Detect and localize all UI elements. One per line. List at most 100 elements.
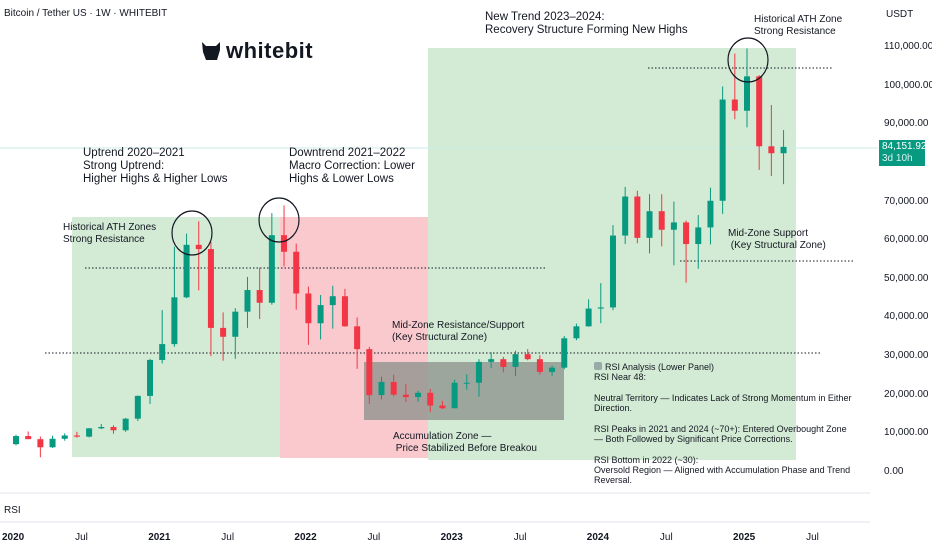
y-tick-label: 90,000.00 xyxy=(884,118,929,130)
rsi-analysis-note: RSI Analysis (Lower Panel) RSI Near 48: … xyxy=(594,362,864,486)
chart-title: Bitcoin / Tether US · 1W · WHITEBIT xyxy=(4,8,168,19)
last-price: 84,151.92 xyxy=(882,141,927,152)
candle-body xyxy=(305,293,312,324)
last-price-badge: 84,151.92 3d 10h xyxy=(879,140,927,166)
candle-body xyxy=(780,146,787,154)
candle-body xyxy=(597,307,604,309)
ath-circle-2 xyxy=(727,37,769,83)
candle-body xyxy=(147,359,154,396)
ath-circle-1 xyxy=(258,197,300,243)
candle-body xyxy=(573,326,580,339)
candle-body xyxy=(122,418,129,431)
candle-body xyxy=(744,76,750,111)
annotation-rsi-body: RSI Near 48: Neutral Territory — Indicat… xyxy=(594,372,852,486)
candle-body xyxy=(86,428,93,437)
candle-body xyxy=(561,338,568,368)
ath-circle-0 xyxy=(171,210,213,256)
logo-text: whitebit xyxy=(226,38,314,63)
x-tick-label: Jul xyxy=(513,532,527,543)
candle-body xyxy=(707,200,714,228)
y-tick-label: 60,000.00 xyxy=(884,234,929,246)
zone-accumulation xyxy=(364,362,564,420)
candle-body xyxy=(25,436,32,440)
candle-body xyxy=(49,438,56,448)
x-tick-label: Jul xyxy=(659,532,673,543)
candle-body xyxy=(390,381,397,395)
candle-body xyxy=(549,367,556,372)
candle-body xyxy=(317,305,324,324)
candle-body xyxy=(427,392,434,406)
candle-body xyxy=(634,196,641,238)
candle-body xyxy=(719,99,726,201)
candle-body xyxy=(281,235,288,252)
annotation-accumulation: Accumulation Zone — Price Stabilized Bef… xyxy=(393,431,537,454)
candle-body xyxy=(500,359,507,367)
candle-body xyxy=(268,235,275,303)
whitebit-logo: whitebit xyxy=(200,38,313,64)
x-tick-label: Jul xyxy=(367,532,381,543)
x-tick-label: 2020 xyxy=(2,532,25,543)
candle-body xyxy=(341,296,348,327)
candle-body xyxy=(354,326,361,350)
candle-body xyxy=(366,349,373,396)
candle-body xyxy=(171,297,178,345)
candle-body xyxy=(415,392,422,398)
x-tick-label: Jul xyxy=(221,532,235,543)
candle-body xyxy=(463,382,470,384)
annotation-rsi-title: RSI Analysis (Lower Panel) xyxy=(594,362,864,372)
rsi-title-text: RSI Analysis (Lower Panel) xyxy=(605,362,715,372)
bar-countdown: 3d 10h xyxy=(882,153,913,164)
candle-body xyxy=(585,308,592,327)
candle-body xyxy=(768,146,775,154)
candle-body xyxy=(110,426,117,431)
candle-body xyxy=(159,344,166,360)
x-tick-label: 2022 xyxy=(294,532,317,543)
candle-body xyxy=(524,354,531,360)
candle-body xyxy=(61,435,68,439)
candle-body xyxy=(756,76,763,147)
candle-body xyxy=(512,354,519,367)
candle-body xyxy=(488,359,495,362)
candle-body xyxy=(695,227,702,245)
annotation-new-trend: New Trend 2023–2024: Recovery Structure … xyxy=(485,11,688,36)
rsi-label: RSI xyxy=(4,505,21,516)
candle-body xyxy=(378,381,385,396)
annotation-mid-resistance: Mid-Zone Resistance/Support (Key Structu… xyxy=(392,320,525,343)
candle-body xyxy=(98,426,105,429)
x-tick-label: 2025 xyxy=(733,532,756,543)
y-tick-label: 20,000.00 xyxy=(884,388,929,400)
candle-body xyxy=(329,296,336,306)
candle-body xyxy=(183,244,190,298)
y-tick-label: 50,000.00 xyxy=(884,272,929,284)
y-tick-label: 0.00 xyxy=(884,466,904,477)
currency-label: USDT xyxy=(886,9,914,20)
x-tick-label: Jul xyxy=(75,532,88,543)
x-tick-label: 2021 xyxy=(148,532,171,543)
candle-body xyxy=(451,382,458,409)
candle-body xyxy=(244,290,251,312)
x-tick-label: 2024 xyxy=(586,532,610,543)
annotation-mid-support: Mid-Zone Support (Key Structural Zone) xyxy=(728,228,826,251)
candle-body xyxy=(658,211,665,230)
candle-body xyxy=(646,211,653,238)
candle-body xyxy=(134,395,141,419)
x-tick-label: 2023 xyxy=(440,532,463,543)
candle-body xyxy=(73,435,80,437)
whitebit-bull-icon xyxy=(202,42,220,60)
y-tick-label: 110,000.00 xyxy=(884,41,932,52)
annotation-uptrend-2020: Uptrend 2020–2021 Strong Uptrend: Higher… xyxy=(83,147,228,185)
annotation-downtrend-2021: Downtrend 2021–2022 Macro Correction: Lo… xyxy=(289,147,415,185)
candle-body xyxy=(670,222,677,230)
y-tick-label: 10,000.00 xyxy=(884,427,929,439)
candle-body xyxy=(13,436,19,445)
y-tick-label: 70,000.00 xyxy=(884,195,929,207)
candle-body xyxy=(195,244,202,250)
candle-body xyxy=(731,99,738,111)
refresh-icon xyxy=(594,362,602,370)
y-tick-label: 30,000.00 xyxy=(884,350,929,362)
candle-body xyxy=(609,235,616,308)
candle-body xyxy=(683,222,690,245)
candle-body xyxy=(256,290,263,303)
candle-body xyxy=(439,405,446,409)
